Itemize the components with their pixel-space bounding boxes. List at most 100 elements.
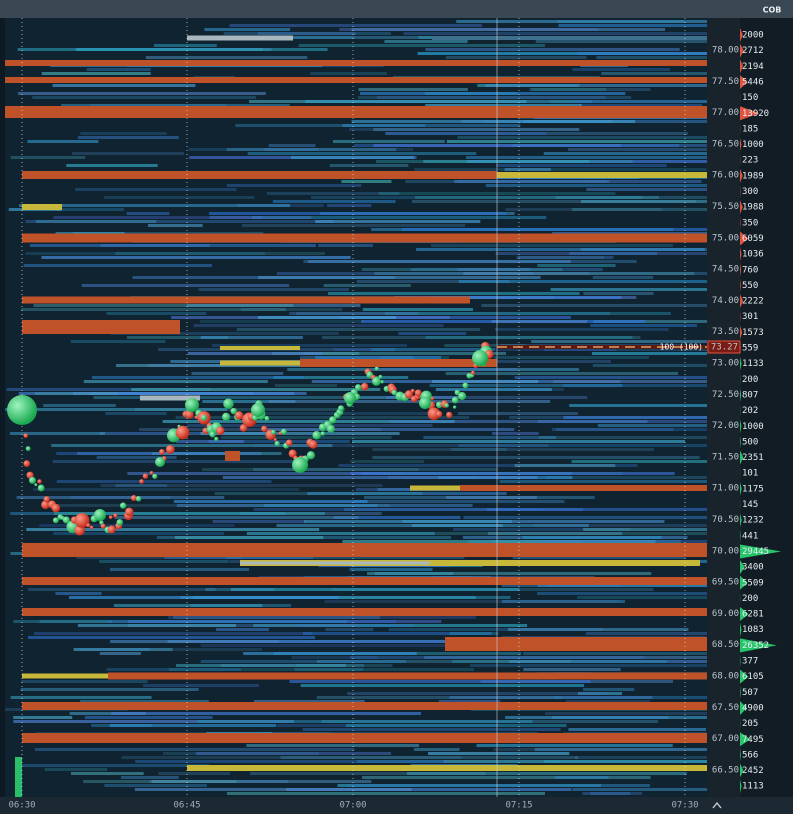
trade-bubble bbox=[472, 350, 488, 366]
cob-header: COB bbox=[763, 6, 782, 15]
cob-size-bar bbox=[740, 575, 748, 590]
heat-cell bbox=[226, 792, 545, 795]
heat-cell bbox=[457, 136, 707, 139]
cob-size-bar bbox=[740, 137, 742, 152]
cob-size-bar bbox=[740, 106, 760, 121]
cob-size-label: 205 bbox=[742, 719, 758, 729]
cob-size-bar bbox=[740, 325, 743, 340]
trade-bubble bbox=[209, 431, 216, 438]
cob-size-bar bbox=[740, 732, 751, 747]
cob-size-bar bbox=[740, 560, 745, 575]
heat-cell bbox=[587, 272, 707, 275]
heat-cell bbox=[333, 140, 445, 143]
heat-cell bbox=[115, 484, 168, 487]
heat-cell bbox=[187, 424, 433, 427]
heat-cell bbox=[324, 600, 620, 603]
heat-cell bbox=[514, 388, 564, 391]
heat-cell bbox=[211, 640, 467, 643]
liquidity-band bbox=[22, 171, 497, 179]
heat-cell bbox=[105, 412, 167, 415]
heat-cell bbox=[139, 428, 381, 431]
cob-size-label: 507 bbox=[742, 688, 758, 698]
heat-cell bbox=[168, 668, 474, 671]
heat-cell bbox=[601, 72, 707, 75]
heat-cell bbox=[156, 536, 452, 539]
order-book: 2000 2712 2194 5446 150 13920 185 1000 223 1989 30… bbox=[740, 28, 782, 794]
heat-cell bbox=[273, 376, 409, 379]
cob-size-bar bbox=[740, 43, 744, 58]
heat-cell bbox=[173, 616, 380, 619]
collapse-button[interactable] bbox=[712, 801, 722, 809]
cob-size-bar bbox=[740, 513, 742, 528]
trade-bubble bbox=[116, 519, 124, 526]
trade-bubble bbox=[201, 414, 207, 421]
heat-cell bbox=[538, 436, 707, 439]
cob-size-label: 441 bbox=[742, 531, 758, 541]
trade-bubble bbox=[74, 513, 90, 528]
cob-size-label: 200 bbox=[742, 375, 758, 385]
heat-cell bbox=[176, 440, 244, 443]
liquidity-band bbox=[240, 560, 700, 566]
heat-cell bbox=[416, 248, 705, 251]
trade-bubble bbox=[427, 407, 441, 421]
trade-bubble bbox=[185, 410, 194, 419]
price-label: 71.00 bbox=[712, 484, 739, 494]
liquidity-band bbox=[22, 543, 707, 557]
trade-bubble bbox=[453, 405, 457, 409]
heat-cell bbox=[592, 276, 654, 279]
heat-cell bbox=[209, 212, 506, 215]
heat-cell bbox=[126, 336, 229, 339]
heat-cell bbox=[202, 400, 296, 403]
heat-cell bbox=[268, 400, 551, 403]
heat-cell bbox=[458, 280, 707, 283]
heat-cell bbox=[93, 396, 424, 399]
heat-cell bbox=[351, 120, 636, 123]
heat-cell bbox=[226, 148, 397, 151]
trade-bubble bbox=[34, 483, 38, 487]
heat-cell bbox=[83, 780, 237, 783]
cob-size-label: 807 bbox=[742, 390, 758, 400]
heat-cell bbox=[75, 188, 237, 191]
heat-cell bbox=[303, 632, 492, 635]
heat-cell bbox=[577, 596, 707, 599]
liquidity-band bbox=[22, 577, 707, 585]
heat-cell bbox=[523, 668, 621, 671]
cob-size-label: 1000 bbox=[742, 422, 764, 432]
heat-cell bbox=[531, 340, 707, 343]
price-label: 75.00 bbox=[712, 233, 739, 243]
heat-cell bbox=[162, 420, 455, 423]
price-label: 78.00 bbox=[712, 46, 739, 56]
heat-cell bbox=[514, 464, 616, 467]
liquidity-band bbox=[22, 204, 62, 210]
trade-bubble bbox=[285, 439, 293, 446]
liquidity-band bbox=[300, 359, 497, 367]
cob-size-label: 1133 bbox=[742, 359, 764, 369]
heat-cell bbox=[198, 288, 349, 291]
heat-cell bbox=[54, 208, 125, 211]
heat-cell bbox=[457, 412, 578, 415]
heat-cell bbox=[340, 316, 571, 319]
last-price-box bbox=[707, 340, 741, 354]
heat-cell bbox=[247, 152, 477, 155]
heat-cell bbox=[70, 496, 171, 499]
heat-cell bbox=[300, 684, 585, 687]
heat-cell bbox=[173, 500, 368, 503]
heat-cell bbox=[583, 292, 654, 295]
heat-cell bbox=[220, 436, 392, 439]
cob-size-label: 760 bbox=[742, 265, 758, 275]
price-label: 68.00 bbox=[712, 672, 739, 682]
heat-cell bbox=[44, 768, 108, 771]
trade-bubble bbox=[155, 457, 165, 467]
heat-cell bbox=[176, 664, 346, 667]
heat-cell bbox=[175, 416, 470, 419]
liquidity-band bbox=[22, 296, 470, 304]
heat-cell bbox=[253, 700, 365, 703]
heat-cell bbox=[361, 776, 651, 779]
heat-cell bbox=[505, 716, 707, 719]
heat-cell bbox=[151, 780, 372, 783]
heat-cell bbox=[80, 700, 209, 703]
heat-cell bbox=[20, 688, 199, 691]
heat-cell bbox=[200, 644, 483, 647]
price-label: 73.00 bbox=[712, 359, 739, 369]
heat-cell bbox=[476, 744, 673, 747]
